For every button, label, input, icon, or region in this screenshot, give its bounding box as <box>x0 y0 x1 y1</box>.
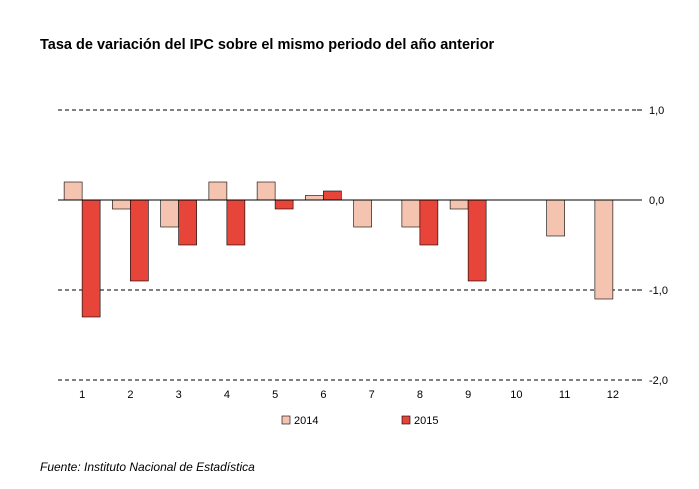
bar-2015-4 <box>226 199 246 246</box>
bar-2014-2 <box>112 199 131 210</box>
bar-2014-1 <box>63 181 83 201</box>
source-note: Fuente: Instituto Nacional de Estadístic… <box>40 460 255 474</box>
y-tick-label: 0,0 <box>649 195 664 207</box>
gridlines <box>58 109 637 381</box>
bar-2014-11 <box>546 199 565 237</box>
x-tick-label: 10 <box>510 389 522 401</box>
bar-2014-7 <box>353 199 372 228</box>
bar-2014-9 <box>449 199 469 210</box>
bar-2014-4 <box>208 181 228 201</box>
bar-2014-6 <box>305 195 324 201</box>
bar-2015-1 <box>81 199 101 318</box>
x-tick-label: 2 <box>127 389 133 401</box>
bar-2015-5 <box>274 199 294 210</box>
bars <box>63 181 614 318</box>
y-tick-label: 1,0 <box>649 105 664 117</box>
legend-label-2015: 2015 <box>414 415 438 427</box>
legend: 2014 2015 <box>281 415 438 427</box>
x-tick-label: 9 <box>465 389 471 401</box>
bar-2014-12 <box>594 199 614 300</box>
y-tick-label: -1,0 <box>649 285 668 297</box>
bar-2015-3 <box>178 199 197 246</box>
x-tick-label: 1 <box>79 389 85 401</box>
bar-2014-5 <box>256 181 276 201</box>
bar-chart: 1,00,0-1,0-2,0 1 2 3 4 5 6 7 8 9 10 11 12 2014 2015 <box>58 105 668 427</box>
bar-2015-6 <box>323 190 342 201</box>
bar-2015-2 <box>130 199 149 282</box>
x-axis-labels: 1 2 3 4 5 6 7 8 9 10 11 12 <box>79 389 619 401</box>
chart-title: Tasa de variación del IPC sobre el mismo… <box>40 37 495 53</box>
legend-swatch-2014 <box>281 415 291 425</box>
x-tick-label: 5 <box>272 389 278 401</box>
x-tick-label: 7 <box>369 389 375 401</box>
legend-swatch-2015 <box>401 415 411 425</box>
bar-2015-8 <box>419 199 439 246</box>
bar-2014-8 <box>401 199 421 228</box>
x-tick-label: 3 <box>176 389 182 401</box>
bar-2014-3 <box>160 199 179 228</box>
y-axis-ticks: 1,0 0,0 -1,0 -2,0 <box>637 105 668 387</box>
legend-label-2014: 2014 <box>294 415 318 427</box>
y-tick-label: -2,0 <box>649 375 668 387</box>
x-tick-label: 12 <box>607 389 619 401</box>
x-tick-label: 4 <box>224 389 230 401</box>
x-tick-label: 6 <box>320 389 326 401</box>
bar-2015-9 <box>467 199 487 282</box>
x-tick-label: 11 <box>559 389 570 401</box>
x-tick-label: 8 <box>417 389 423 401</box>
